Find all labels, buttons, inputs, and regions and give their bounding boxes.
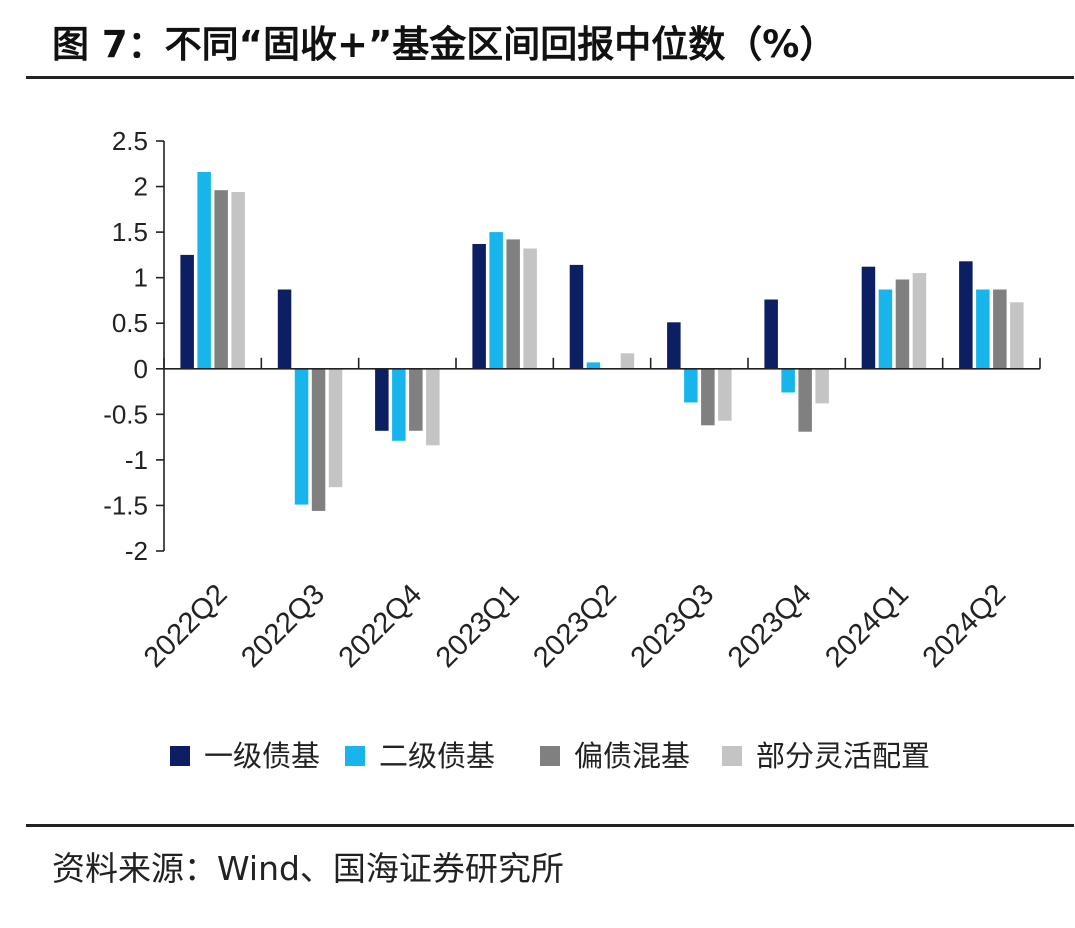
bar-2024Q2-2 (976, 289, 990, 369)
bar-2022Q3-3 (311, 368, 326, 511)
x-tick-label: 2023Q4 (722, 578, 818, 674)
bar-2023Q1-4 (523, 248, 537, 369)
y-tick-label: -1.5 (103, 490, 148, 520)
x-tick-label: 2022Q4 (333, 578, 429, 674)
source-note: 资料来源：Wind、国海证券研究所 (52, 849, 564, 888)
page-title: 图 7：不同“固收+”基金区间回报中位数（%） (52, 23, 837, 66)
y-tick-label: 0.5 (112, 308, 148, 338)
x-tick-label: 2023Q2 (527, 578, 623, 674)
y-tick-labels: 2.5 2 1.5 1 0.5 0 -0.5 -1 -1.5 -2 (103, 126, 148, 566)
title-divider (26, 76, 1074, 79)
bar-2024Q2-3 (993, 289, 1007, 369)
x-tick-labels: 2022Q2 2022Q3 2022Q4 2023Q1 2023Q2 2023Q3 2023… (138, 578, 1012, 674)
y-tick-label: -0.5 (103, 399, 148, 429)
bar-2023Q2-4 (620, 353, 635, 369)
bar-2022Q2-4 (231, 192, 245, 369)
legend-label: 一级债基 (204, 739, 320, 773)
bar-2023Q1-3 (506, 239, 520, 369)
bar-2024Q1-3 (895, 279, 910, 369)
y-tick-label: 2.5 (112, 126, 148, 156)
x-tick-label: 2022Q3 (235, 578, 331, 674)
bar-2023Q4-4 (815, 368, 829, 404)
bar-2022Q4-1 (375, 368, 389, 431)
bar-2024Q2-4 (1010, 302, 1024, 369)
bar-2024Q2-1 (959, 261, 973, 369)
y-tick-label: 0 (134, 354, 148, 384)
bar-2022Q4-2 (392, 368, 406, 441)
bar-2023Q1-1 (472, 244, 486, 369)
bar-2024Q1-4 (912, 273, 927, 369)
bar-2023Q2-2 (586, 362, 601, 369)
bar-2023Q2-1 (569, 264, 584, 369)
bar-2023Q3-4 (718, 368, 732, 421)
bar-2023Q4-3 (798, 368, 812, 432)
x-tick-label: 2024Q2 (917, 578, 1013, 674)
bar-2024Q1-1 (861, 266, 876, 369)
bar-2022Q4-3 (409, 368, 423, 431)
legend-swatch (170, 746, 190, 766)
x-tick-label: 2023Q3 (625, 578, 721, 674)
bar-2023Q1-2 (489, 232, 503, 369)
bar-2022Q3-2 (294, 368, 309, 505)
bars-group (180, 172, 1024, 511)
bar-2022Q4-4 (426, 368, 440, 446)
legend-label: 部分灵活配置 (756, 739, 930, 773)
bar-2023Q4-1 (764, 299, 778, 369)
bar-2024Q1-2 (878, 289, 893, 369)
x-tick-label: 2023Q1 (430, 578, 526, 674)
x-tick-label: 2022Q2 (138, 578, 234, 674)
bar-2022Q3-1 (277, 289, 292, 369)
legend-swatch (345, 746, 365, 766)
bar-2023Q4-2 (781, 368, 795, 393)
source-divider (26, 824, 1074, 827)
bar-2023Q3-2 (684, 368, 698, 403)
y-tick-label: 1.5 (112, 217, 148, 247)
y-tick-label: -2 (125, 536, 148, 566)
legend-swatch (722, 746, 742, 766)
bar-2023Q3-3 (701, 368, 715, 426)
axes-group (156, 140, 1041, 552)
legend-label: 偏债混基 (574, 739, 690, 773)
bar-2022Q3-4 (328, 368, 343, 488)
bar-2022Q2-3 (214, 190, 228, 369)
x-tick-label: 2024Q1 (819, 578, 915, 674)
bar-2022Q2-1 (180, 254, 194, 369)
bar-2022Q2-2 (197, 172, 211, 369)
legend-label: 二级债基 (379, 739, 495, 773)
y-tick-label: -1 (125, 445, 148, 475)
legend: 一级债基 二级债基 偏债混基 部分灵活配置 (170, 739, 930, 773)
y-tick-label: 1 (134, 263, 148, 293)
legend-swatch (540, 746, 560, 766)
bar-2023Q3-1 (667, 322, 681, 369)
y-tick-label: 2 (134, 172, 148, 202)
